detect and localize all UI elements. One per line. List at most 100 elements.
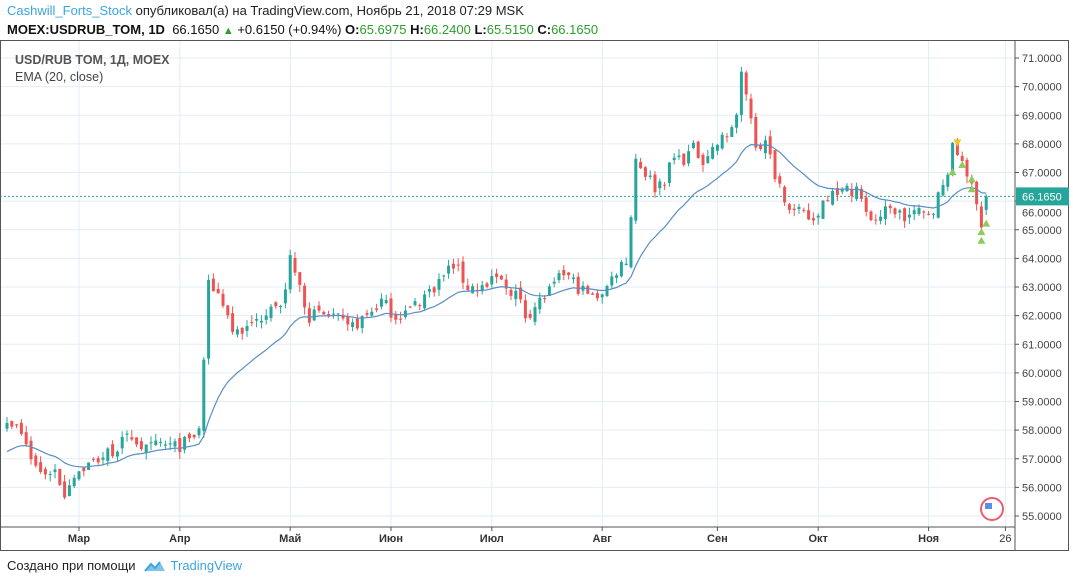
candle-body bbox=[221, 293, 225, 306]
price-tick-label: 69.0000 bbox=[1022, 110, 1062, 122]
candle-body bbox=[643, 167, 647, 177]
candle-body bbox=[859, 188, 863, 199]
indicator-label[interactable]: EMA (20, close) bbox=[15, 70, 104, 84]
author-link[interactable]: Cashwill_Forts_Stock bbox=[7, 3, 132, 18]
candle-body bbox=[547, 286, 551, 296]
candle-body bbox=[523, 300, 527, 319]
candle-body bbox=[451, 263, 455, 269]
candle-body bbox=[144, 444, 148, 453]
low-value: 65.5150 bbox=[486, 22, 534, 37]
candle-body bbox=[730, 127, 734, 137]
candle-body bbox=[917, 208, 921, 215]
candle-body bbox=[72, 477, 76, 487]
candle-body bbox=[211, 278, 215, 292]
candle-body bbox=[907, 214, 911, 218]
price-tick-label: 64.0000 bbox=[1022, 253, 1062, 265]
candle-body bbox=[106, 448, 110, 462]
price-tick-label: 60.0000 bbox=[1022, 368, 1062, 380]
candle-body bbox=[322, 311, 326, 315]
price-tick-label: 71.0000 bbox=[1022, 53, 1062, 65]
candle-body bbox=[293, 257, 297, 273]
candle-body bbox=[283, 289, 287, 304]
candle-body bbox=[466, 285, 470, 291]
price-chart[interactable]: 71.0000 70.0000 69.0000 68.0000 67.0000 66.00… bbox=[0, 40, 1070, 551]
candle-body bbox=[15, 424, 19, 426]
candle-body bbox=[696, 141, 700, 158]
candle-body bbox=[379, 298, 383, 307]
price-tick-label: 68.0000 bbox=[1022, 139, 1062, 151]
candle-body bbox=[154, 440, 158, 446]
footer: Создано при помощи TradingView bbox=[7, 558, 242, 573]
candle-body bbox=[840, 189, 844, 192]
candle-body bbox=[327, 314, 331, 316]
publish-info: Cashwill_Forts_Stock опубликовал(а) на T… bbox=[7, 3, 524, 18]
candle-body bbox=[355, 318, 359, 329]
price-tick-label: 58.0000 bbox=[1022, 425, 1062, 437]
candle-body bbox=[562, 269, 566, 276]
candle-body bbox=[687, 151, 691, 164]
candle-body bbox=[653, 174, 657, 193]
candle-body bbox=[677, 155, 681, 157]
candle-body bbox=[672, 157, 676, 161]
candle-body bbox=[850, 188, 854, 196]
candle-body bbox=[111, 444, 115, 457]
time-tick-label: 26 bbox=[999, 533, 1011, 545]
buy-signal-icon bbox=[982, 219, 991, 227]
candle-body bbox=[538, 297, 542, 310]
candle-body bbox=[883, 206, 887, 219]
candle-body bbox=[595, 293, 599, 299]
tradingview-brand: TradingView bbox=[170, 558, 243, 573]
candle-body bbox=[312, 309, 316, 321]
candle-body bbox=[120, 436, 124, 449]
candle-body bbox=[773, 150, 777, 180]
candle-body bbox=[331, 313, 335, 315]
candle-body bbox=[792, 208, 796, 211]
candle-body bbox=[499, 275, 503, 280]
candle-body bbox=[802, 209, 806, 211]
candle-body bbox=[53, 469, 57, 473]
candle-body bbox=[960, 155, 964, 161]
candle-body bbox=[115, 451, 119, 457]
candle-body bbox=[178, 438, 182, 453]
candle-body bbox=[96, 458, 100, 463]
price-tick-label: 66.0000 bbox=[1022, 207, 1062, 219]
candle-body bbox=[77, 471, 81, 480]
candle-body bbox=[691, 142, 695, 149]
close-value: 66.1650 bbox=[551, 22, 599, 37]
candle-body bbox=[797, 206, 801, 210]
tradingview-logo-icon bbox=[143, 560, 165, 572]
candle-body bbox=[720, 134, 724, 149]
high-value: 66.2400 bbox=[423, 22, 471, 37]
candle-body bbox=[24, 432, 28, 445]
candle-body bbox=[207, 279, 211, 359]
candle-body bbox=[495, 273, 499, 277]
candle-body bbox=[456, 264, 460, 266]
buy-signal-icon bbox=[977, 236, 986, 244]
candle-body bbox=[274, 302, 278, 307]
candle-body bbox=[394, 313, 398, 320]
candle-body bbox=[888, 205, 892, 209]
candle-body bbox=[783, 186, 787, 203]
candle-body bbox=[29, 440, 33, 460]
buy-signal-icon bbox=[967, 175, 976, 183]
candle-body bbox=[163, 444, 167, 446]
candle-body bbox=[893, 208, 897, 215]
candle-body bbox=[370, 311, 374, 316]
candle-body bbox=[408, 306, 412, 308]
candle-body bbox=[58, 468, 62, 485]
candle-body bbox=[739, 71, 743, 115]
candle-body bbox=[226, 305, 230, 316]
candle-body bbox=[365, 312, 369, 315]
last-price-label: 66.1650 bbox=[1022, 191, 1062, 203]
candle-body bbox=[375, 308, 379, 310]
candle-body bbox=[648, 175, 652, 177]
candle-body bbox=[471, 286, 475, 294]
candle-body bbox=[600, 294, 604, 298]
candle-body bbox=[639, 162, 643, 169]
candle-body bbox=[139, 441, 143, 450]
candle-body bbox=[235, 329, 239, 335]
candle-body bbox=[984, 196, 988, 210]
tradingview-link[interactable]: TradingView bbox=[143, 558, 243, 573]
buy-signal-icon bbox=[948, 168, 957, 176]
candle-body bbox=[946, 174, 950, 187]
